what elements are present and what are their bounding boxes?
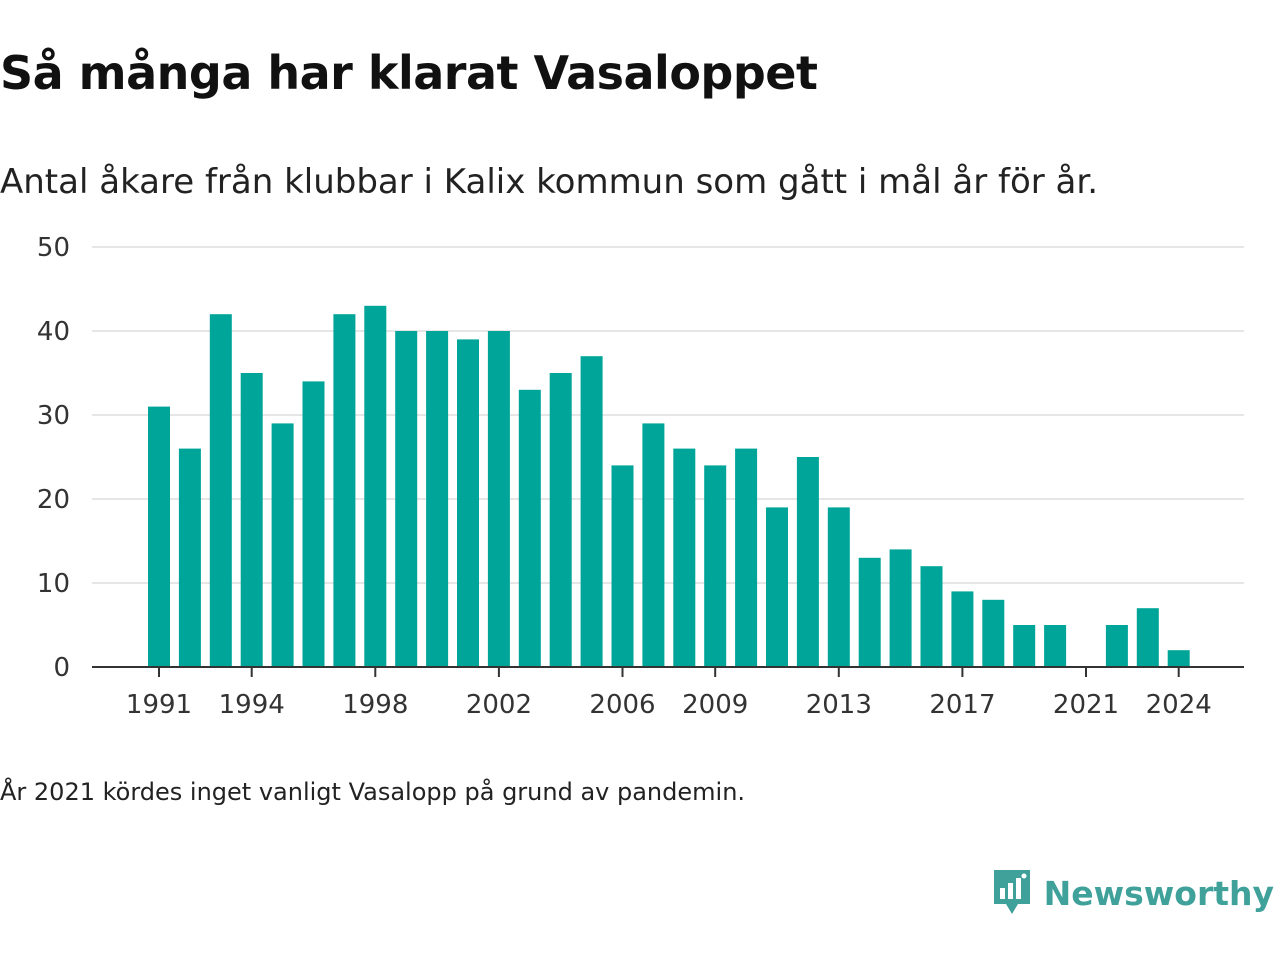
y-tick-label: 0	[53, 653, 70, 683]
x-axis: 1991 1994 1998 2002 2006 2009 2013 2017 2021 2024	[92, 666, 1244, 720]
chart-subtitle: Antal åkare från klubbar i Kalix kommun …	[0, 162, 1099, 202]
bar-1993	[209, 314, 232, 667]
bar-2000	[426, 331, 449, 667]
bar-2003	[518, 389, 541, 667]
bar-2015	[889, 549, 912, 667]
bar-2012	[796, 457, 819, 667]
bar-2023	[1136, 608, 1159, 667]
bar-1992	[178, 448, 201, 667]
brand-name: Newsworthy	[1043, 873, 1274, 913]
y-tick-label: 10	[37, 569, 70, 599]
x-tick-label: 2013	[806, 690, 872, 720]
page-title: Så många har klarat Vasaloppet	[0, 46, 818, 100]
x-tick-label: 2021	[1053, 690, 1119, 720]
x-tick-label: 2006	[589, 690, 655, 720]
bar-2019	[1013, 625, 1036, 667]
bar-1995	[271, 423, 294, 667]
bar-2007	[642, 423, 665, 667]
bar-2009	[704, 465, 727, 667]
footnote: År 2021 kördes inget vanligt Vasalopp på…	[0, 778, 746, 806]
gridlines	[92, 246, 1244, 584]
y-tick-label: 30	[37, 401, 70, 431]
x-tick-label: 1991	[126, 690, 192, 720]
bar-2016	[920, 566, 943, 667]
brand-logo: Newsworthy	[992, 868, 1274, 918]
y-tick-label: 50	[37, 233, 70, 263]
bar-2011	[766, 507, 788, 667]
y-tick-label: 20	[37, 485, 70, 515]
bar-1997	[333, 314, 356, 667]
bar-1998	[364, 305, 387, 667]
bar-1994	[240, 373, 263, 667]
bar-2017	[951, 591, 974, 667]
bar-2018	[982, 599, 1005, 667]
bar-1999	[395, 331, 418, 667]
bar-1996	[302, 381, 325, 667]
bars	[148, 305, 1190, 667]
bar-2004	[549, 373, 572, 667]
bar-2002	[487, 331, 510, 667]
bar-2013	[827, 507, 850, 667]
bar-2020	[1044, 625, 1067, 667]
bar-2024	[1167, 650, 1190, 667]
bar-2010	[735, 448, 758, 667]
x-tick-label: 2002	[466, 690, 532, 720]
bar-2006	[611, 465, 634, 667]
y-tick-label: 40	[37, 317, 70, 347]
x-tick-label: 2009	[682, 690, 748, 720]
x-tick-label: 1998	[342, 690, 408, 720]
y-axis-labels: 0 10 20 30 40 50	[37, 233, 70, 683]
x-tick-label: 1994	[219, 690, 285, 720]
x-tick-label: 2017	[929, 690, 995, 720]
bar-2022	[1105, 625, 1128, 667]
x-tick-label: 2024	[1146, 690, 1212, 720]
bar-2014	[858, 557, 881, 667]
bar-2005	[580, 356, 603, 667]
bar-2001	[457, 339, 479, 667]
bar-chart: 0 10 20 30 40 50 1991 1994 1998 2002 2006 2009 2013…	[37, 233, 1244, 720]
bar-2008	[673, 448, 696, 667]
bar-1991	[148, 406, 170, 667]
newsworthy-logo-icon	[993, 870, 1030, 914]
